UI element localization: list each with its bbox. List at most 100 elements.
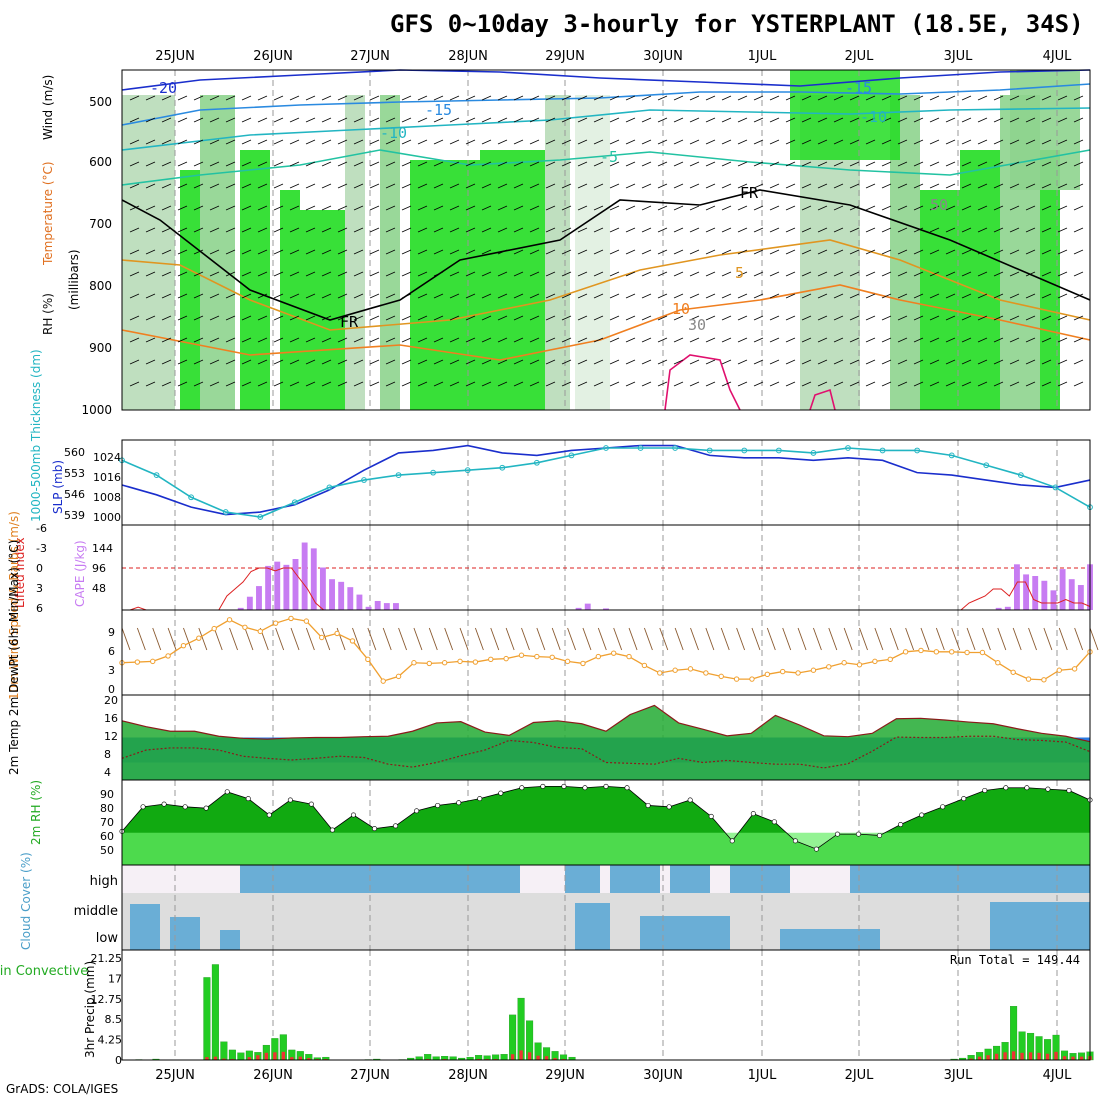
- wind-barb: [689, 359, 700, 365]
- wind-barb: [865, 337, 876, 343]
- wind-barb: [417, 139, 428, 145]
- wind-barb: [433, 337, 444, 343]
- precip-bar: [228, 1049, 236, 1061]
- wind10m-point: [810, 667, 817, 673]
- wind-barb: [641, 227, 652, 233]
- wind-barb: [625, 227, 636, 233]
- rh2m-point: [645, 802, 651, 808]
- cape-bar: [1077, 585, 1084, 610]
- wind-barb: [273, 381, 284, 387]
- wind-barb: [593, 337, 604, 343]
- wind-barb: [865, 227, 876, 233]
- isotherm-label: 50: [930, 196, 948, 214]
- convective-bar: [519, 1050, 523, 1060]
- wind-barb: [209, 271, 220, 277]
- thickness-point: [464, 467, 471, 474]
- cloud-fill: [730, 865, 790, 893]
- wind-barb: [561, 337, 572, 343]
- wind10m-barb: [951, 627, 961, 651]
- thickness-point: [1052, 484, 1059, 491]
- wind-barb: [993, 95, 1004, 101]
- upper-air-ylabels: RH (%) Temperature (°C) Wind (m/s) (milliba…: [41, 75, 81, 335]
- wind-barb: [161, 227, 172, 233]
- wind10m-barb: [628, 627, 638, 651]
- wind-barb: [929, 139, 940, 145]
- wind-barb: [289, 205, 300, 211]
- wind-barb: [209, 315, 220, 321]
- wind-barb: [129, 359, 140, 365]
- wind-barb: [209, 359, 220, 365]
- wind-barb: [865, 117, 876, 123]
- wind-barb: [625, 359, 636, 365]
- ylabel-wind: Wind (m/s): [41, 75, 55, 140]
- wind-barb: [897, 227, 908, 233]
- wind-barb: [817, 117, 828, 123]
- wind10m-point: [687, 666, 694, 672]
- wind10m-point: [779, 668, 786, 675]
- wind-barb: [1057, 359, 1068, 365]
- thickness-point: [914, 447, 921, 454]
- rh-shade: [1010, 70, 1080, 190]
- rh2m-band: [122, 832, 1090, 865]
- wind-barb: [593, 205, 604, 211]
- wind-barb: [865, 315, 876, 321]
- wind-barb: [753, 293, 764, 299]
- ylabel-wind10m: 10m Wind Speed & Barbs (m/s): [7, 511, 21, 700]
- wind-barb: [193, 205, 204, 211]
- wind-barb: [353, 381, 364, 387]
- wind-barb: [545, 271, 556, 277]
- cape-bar: [329, 579, 335, 610]
- wind-barb: [833, 95, 844, 101]
- convective-bar: [544, 1056, 549, 1060]
- wind-barb: [369, 183, 380, 189]
- cloud-fill: [240, 865, 520, 893]
- wind-barb: [433, 293, 444, 299]
- wind-barb: [465, 337, 476, 343]
- wind-barb: [945, 205, 956, 211]
- wind-barb: [753, 381, 764, 387]
- date-label-top: 2JUL: [845, 49, 875, 64]
- wind-barb: [577, 337, 588, 343]
- cape-bar: [356, 594, 363, 610]
- wind-barb: [257, 249, 268, 255]
- wind-barb: [273, 161, 284, 167]
- wind-barb: [465, 315, 476, 321]
- rh2m-point: [266, 812, 272, 818]
- wind-barb: [929, 271, 940, 277]
- wind-barb: [209, 183, 220, 189]
- wind-barb: [977, 293, 988, 299]
- wind-barb: [321, 271, 332, 277]
- isotherm-line: [809, 388, 836, 411]
- wind10m-point: [887, 656, 893, 663]
- wind-barb: [849, 293, 860, 299]
- wind-barb: [1009, 139, 1020, 145]
- wind-barb: [353, 227, 364, 233]
- wind-barb: [497, 117, 508, 123]
- wind-barb: [177, 95, 188, 101]
- wind-barb: [929, 249, 940, 255]
- rh2m-point: [1066, 787, 1072, 793]
- wind-barb: [625, 117, 636, 123]
- wind-barb: [881, 337, 892, 343]
- wind-barb: [337, 227, 348, 233]
- convective-bar: [1037, 1052, 1041, 1060]
- convective-bar: [205, 1057, 209, 1060]
- wind-barb: [129, 205, 140, 211]
- wind-barb: [289, 381, 300, 387]
- wind-barb: [817, 337, 828, 343]
- wind-barb: [1073, 359, 1084, 365]
- wind-barb: [449, 95, 460, 101]
- convective-bar: [1003, 1052, 1007, 1060]
- rh-tick: 50: [100, 844, 114, 857]
- date-label-bottom: 28JUN: [448, 1068, 488, 1083]
- wind-barb: [769, 139, 780, 145]
- wind10m-barb: [198, 627, 208, 651]
- wind-barb: [529, 183, 540, 189]
- wind-barb: [641, 337, 652, 343]
- wind-barb: [625, 337, 636, 343]
- wind-barb: [321, 315, 332, 321]
- wind-barb: [225, 183, 236, 189]
- wind10m-barb: [889, 627, 899, 651]
- wind-barb: [145, 293, 156, 299]
- isotherm-label: 30: [688, 316, 706, 334]
